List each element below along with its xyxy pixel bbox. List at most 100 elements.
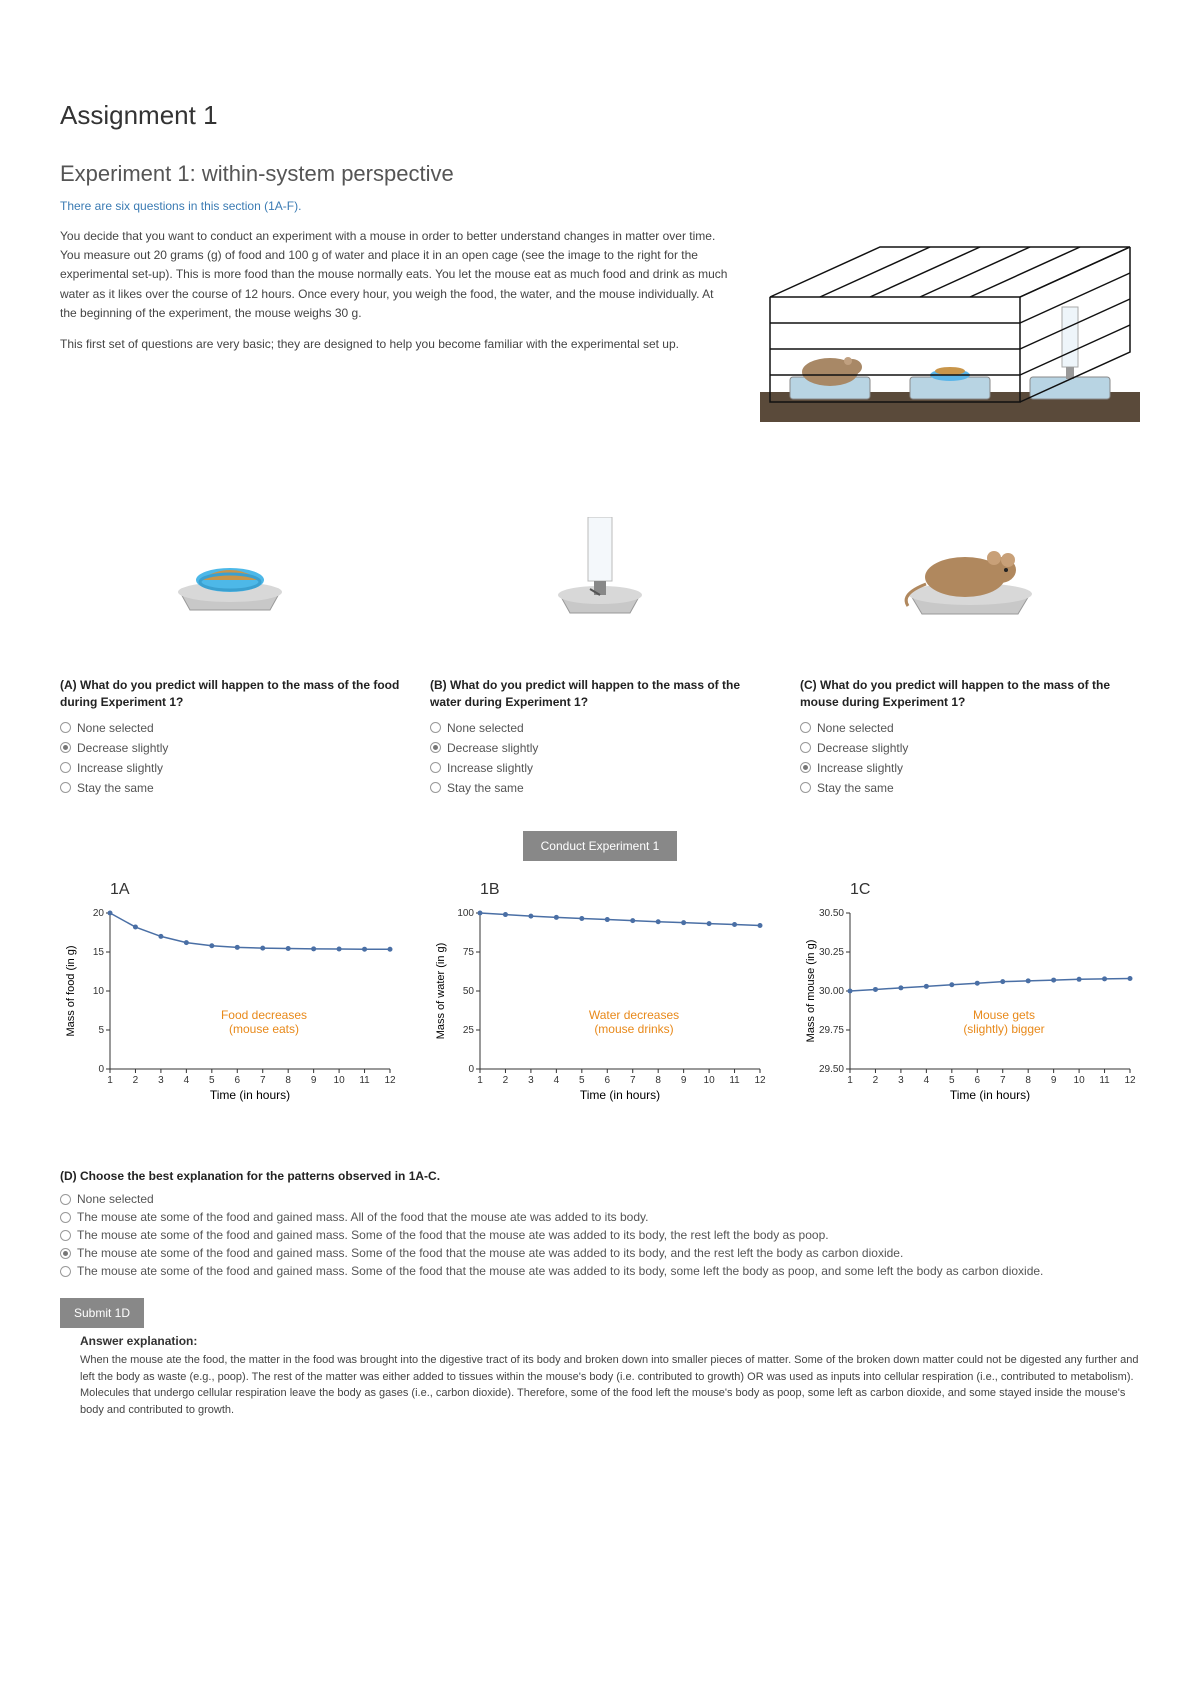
svg-text:11: 11 (1099, 1075, 1110, 1086)
svg-text:12: 12 (1124, 1075, 1136, 1086)
radio-icon (430, 722, 441, 733)
question-c: (C) What do you predict will happen to t… (800, 677, 1140, 801)
radio-label: Decrease slightly (77, 741, 168, 755)
svg-text:4: 4 (184, 1075, 190, 1086)
question-a: (A) What do you predict will happen to t… (60, 677, 400, 801)
svg-text:6: 6 (974, 1075, 980, 1086)
radio-label: Stay the same (77, 781, 154, 795)
radio-label: Decrease slightly (447, 741, 538, 755)
radio-label: The mouse ate some of the food and gaine… (77, 1210, 648, 1224)
question-b: (B) What do you predict will happen to t… (430, 677, 770, 801)
radio-label: Stay the same (447, 781, 524, 795)
svg-text:8: 8 (655, 1075, 661, 1086)
radio-option[interactable]: Stay the same (800, 781, 1140, 795)
radio-option[interactable]: The mouse ate some of the food and gaine… (60, 1264, 1140, 1278)
svg-text:20: 20 (93, 908, 105, 919)
svg-text:Mass of food (in g): Mass of food (in g) (65, 945, 77, 1036)
radio-option[interactable]: Decrease slightly (60, 741, 400, 755)
radio-label: None selected (77, 1192, 154, 1206)
radio-icon (800, 742, 811, 753)
svg-text:Time (in hours): Time (in hours) (580, 1088, 660, 1102)
svg-text:1: 1 (107, 1075, 113, 1086)
conduct-experiment-button[interactable]: Conduct Experiment 1 (523, 831, 678, 861)
chart-1c: 1C 29.5029.7530.0030.2530.50123456789101… (800, 881, 1140, 1108)
svg-text:5: 5 (98, 1025, 104, 1036)
explanation-body: When the mouse ate the food, the matter … (60, 1352, 1140, 1418)
radio-option[interactable]: The mouse ate some of the food and gaine… (60, 1228, 1140, 1242)
svg-text:3: 3 (158, 1075, 164, 1086)
svg-text:10: 10 (704, 1075, 716, 1086)
question-c-options: None selected Decrease slightly Increase s… (800, 721, 1140, 795)
question-c-prompt: (C) What do you predict will happen to t… (800, 677, 1140, 711)
svg-text:6: 6 (234, 1075, 240, 1086)
svg-text:1: 1 (477, 1075, 483, 1086)
radio-option[interactable]: None selected (800, 721, 1140, 735)
radio-icon (60, 1212, 71, 1223)
radio-label: The mouse ate some of the food and gaine… (77, 1264, 1043, 1278)
svg-text:8: 8 (285, 1075, 291, 1086)
svg-text:50: 50 (463, 986, 475, 997)
svg-text:6: 6 (604, 1075, 610, 1086)
experiment-title: Experiment 1: within-system perspective (60, 161, 1140, 187)
radio-icon (60, 762, 71, 773)
radio-icon (800, 762, 811, 773)
svg-text:Food decreases: Food decreases (221, 1008, 307, 1022)
explanation-title: Answer explanation: (60, 1334, 1140, 1348)
radio-label: Increase slightly (77, 761, 163, 775)
radio-option[interactable]: Increase slightly (430, 761, 770, 775)
radio-option[interactable]: Increase slightly (800, 761, 1140, 775)
questions-abc-row: (A) What do you predict will happen to t… (60, 677, 1140, 801)
chart-1c-title: 1C (800, 881, 1140, 899)
question-a-options: None selected Decrease slightly Increase s… (60, 721, 400, 795)
radio-icon (800, 722, 811, 733)
svg-text:9: 9 (1051, 1075, 1057, 1086)
svg-text:9: 9 (681, 1075, 687, 1086)
radio-option[interactable]: Stay the same (430, 781, 770, 795)
svg-text:12: 12 (754, 1075, 766, 1086)
radio-option[interactable]: The mouse ate some of the food and gaine… (60, 1246, 1140, 1260)
radio-option[interactable]: Stay the same (60, 781, 400, 795)
svg-text:4: 4 (924, 1075, 930, 1086)
radio-label: Decrease slightly (817, 741, 908, 755)
question-b-prompt: (B) What do you predict will happen to t… (430, 677, 770, 711)
svg-text:11: 11 (359, 1075, 370, 1086)
radio-icon (60, 1194, 71, 1205)
submit-1d-button[interactable]: Submit 1D (60, 1298, 144, 1328)
radio-option[interactable]: The mouse ate some of the food and gaine… (60, 1210, 1140, 1224)
radio-label: None selected (447, 721, 524, 735)
svg-text:0: 0 (98, 1064, 104, 1075)
svg-text:4: 4 (554, 1075, 560, 1086)
svg-text:Time (in hours): Time (in hours) (210, 1088, 290, 1102)
radio-option[interactable]: None selected (60, 721, 400, 735)
question-d-options: None selected The mouse ate some of the f… (60, 1192, 1140, 1278)
radio-label: The mouse ate some of the food and gaine… (77, 1228, 829, 1242)
radio-icon (60, 1248, 71, 1259)
radio-icon (430, 742, 441, 753)
svg-text:3: 3 (898, 1075, 904, 1086)
radio-icon (60, 1266, 71, 1277)
radio-label: Stay the same (817, 781, 894, 795)
radio-option[interactable]: Decrease slightly (800, 741, 1140, 755)
radio-label: Increase slightly (817, 761, 903, 775)
svg-text:1: 1 (847, 1075, 853, 1086)
svg-text:0: 0 (468, 1064, 474, 1075)
svg-text:25: 25 (463, 1025, 475, 1036)
svg-text:30.25: 30.25 (819, 947, 844, 958)
radio-option[interactable]: Decrease slightly (430, 741, 770, 755)
radio-option[interactable]: None selected (60, 1192, 1140, 1206)
radio-label: None selected (77, 721, 154, 735)
chart-1a-title: 1A (60, 881, 400, 899)
svg-text:2: 2 (133, 1075, 139, 1086)
radio-option[interactable]: Increase slightly (60, 761, 400, 775)
radio-option[interactable]: None selected (430, 721, 770, 735)
question-a-prompt: (A) What do you predict will happen to t… (60, 677, 400, 711)
svg-text:9: 9 (311, 1075, 317, 1086)
svg-text:75: 75 (463, 947, 475, 958)
svg-text:29.50: 29.50 (819, 1064, 844, 1075)
svg-text:11: 11 (729, 1075, 740, 1086)
radio-icon (800, 782, 811, 793)
radio-icon (60, 722, 71, 733)
chart-1b-title: 1B (430, 881, 770, 899)
svg-text:8: 8 (1025, 1075, 1031, 1086)
svg-text:Mass of water (in g): Mass of water (in g) (435, 942, 447, 1039)
